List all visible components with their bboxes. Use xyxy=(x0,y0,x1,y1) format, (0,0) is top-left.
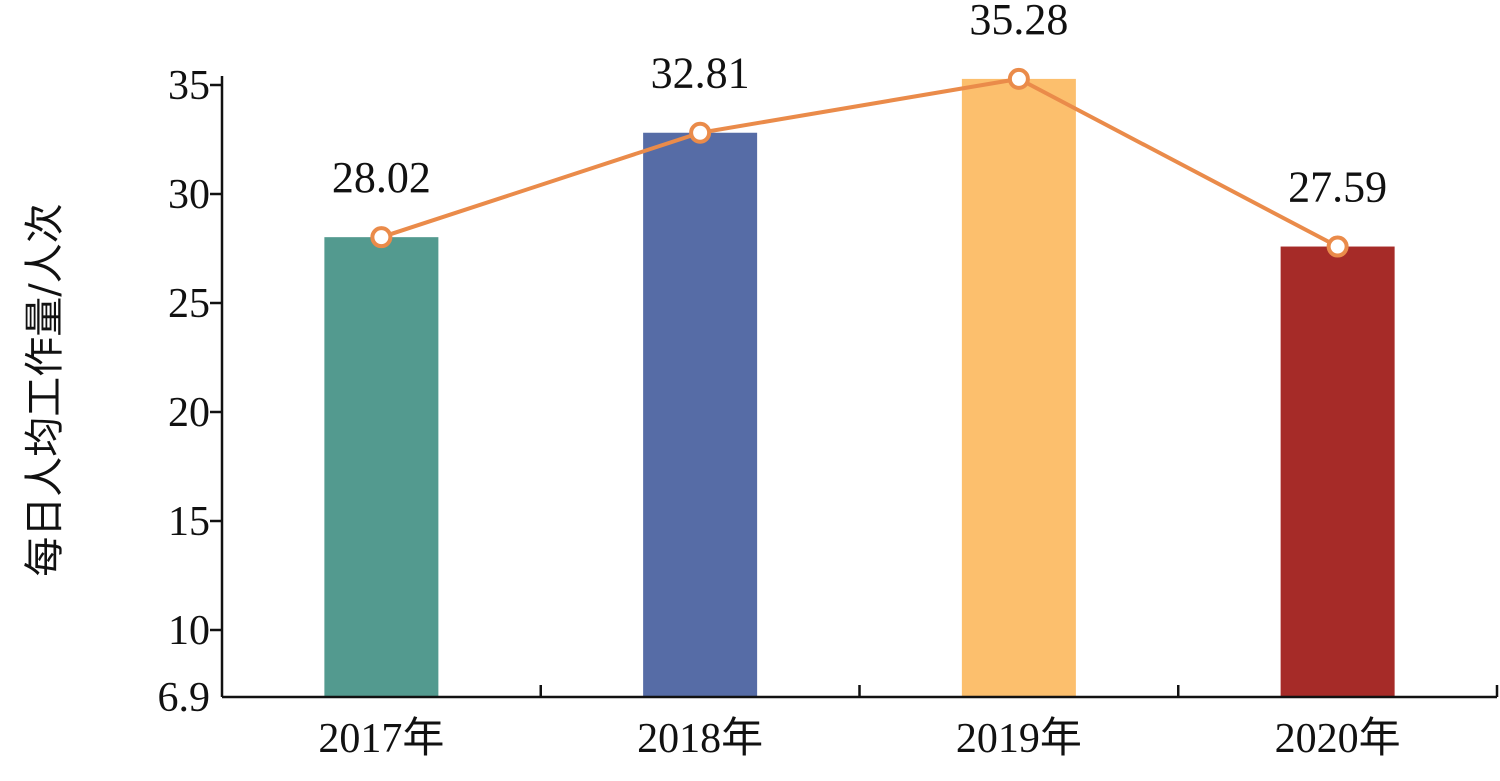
bar-1 xyxy=(643,132,758,697)
x-ticks-layer: 2017年 2018年 2019年 2020年 xyxy=(318,685,1499,762)
line-point-3 xyxy=(1326,235,1349,258)
data-label-2: 35.28 xyxy=(969,0,1068,44)
y-tick-label-1: 10 xyxy=(168,608,210,654)
line-layer xyxy=(370,67,1349,258)
bar-2 xyxy=(961,78,1076,697)
y-tick-label-2: 15 xyxy=(168,499,210,545)
bar-0 xyxy=(324,237,439,697)
line-point-1 xyxy=(689,121,712,144)
y-ticks-layer: 6.9 10 15 20 25 30 35 xyxy=(158,63,222,721)
y-axis-title: 每日人均工作量/人次 xyxy=(22,203,68,576)
y-tick-label-3: 20 xyxy=(168,390,210,436)
data-label-3: 27.59 xyxy=(1288,163,1387,212)
y-tick-label-5: 30 xyxy=(168,172,210,218)
labels-layer: 28.02 32.81 35.28 27.59 xyxy=(332,0,1387,212)
bars-layer xyxy=(324,78,1395,697)
y-tick-label-6: 35 xyxy=(168,63,210,109)
x-tick-label-0: 2017年 xyxy=(318,715,444,762)
y-tick-label-0: 6.9 xyxy=(158,675,211,721)
bar-3 xyxy=(1280,246,1395,697)
trend-line xyxy=(380,76,1339,249)
line-point-0 xyxy=(370,226,393,249)
data-label-0: 28.02 xyxy=(332,153,431,202)
x-tick-label-2: 2019年 xyxy=(956,715,1082,762)
data-label-1: 32.81 xyxy=(651,49,750,98)
x-tick-label-1: 2018年 xyxy=(637,715,763,762)
x-tick-label-3: 2020年 xyxy=(1275,715,1401,762)
line-point-2 xyxy=(1007,67,1030,90)
y-tick-label-4: 25 xyxy=(168,281,210,327)
